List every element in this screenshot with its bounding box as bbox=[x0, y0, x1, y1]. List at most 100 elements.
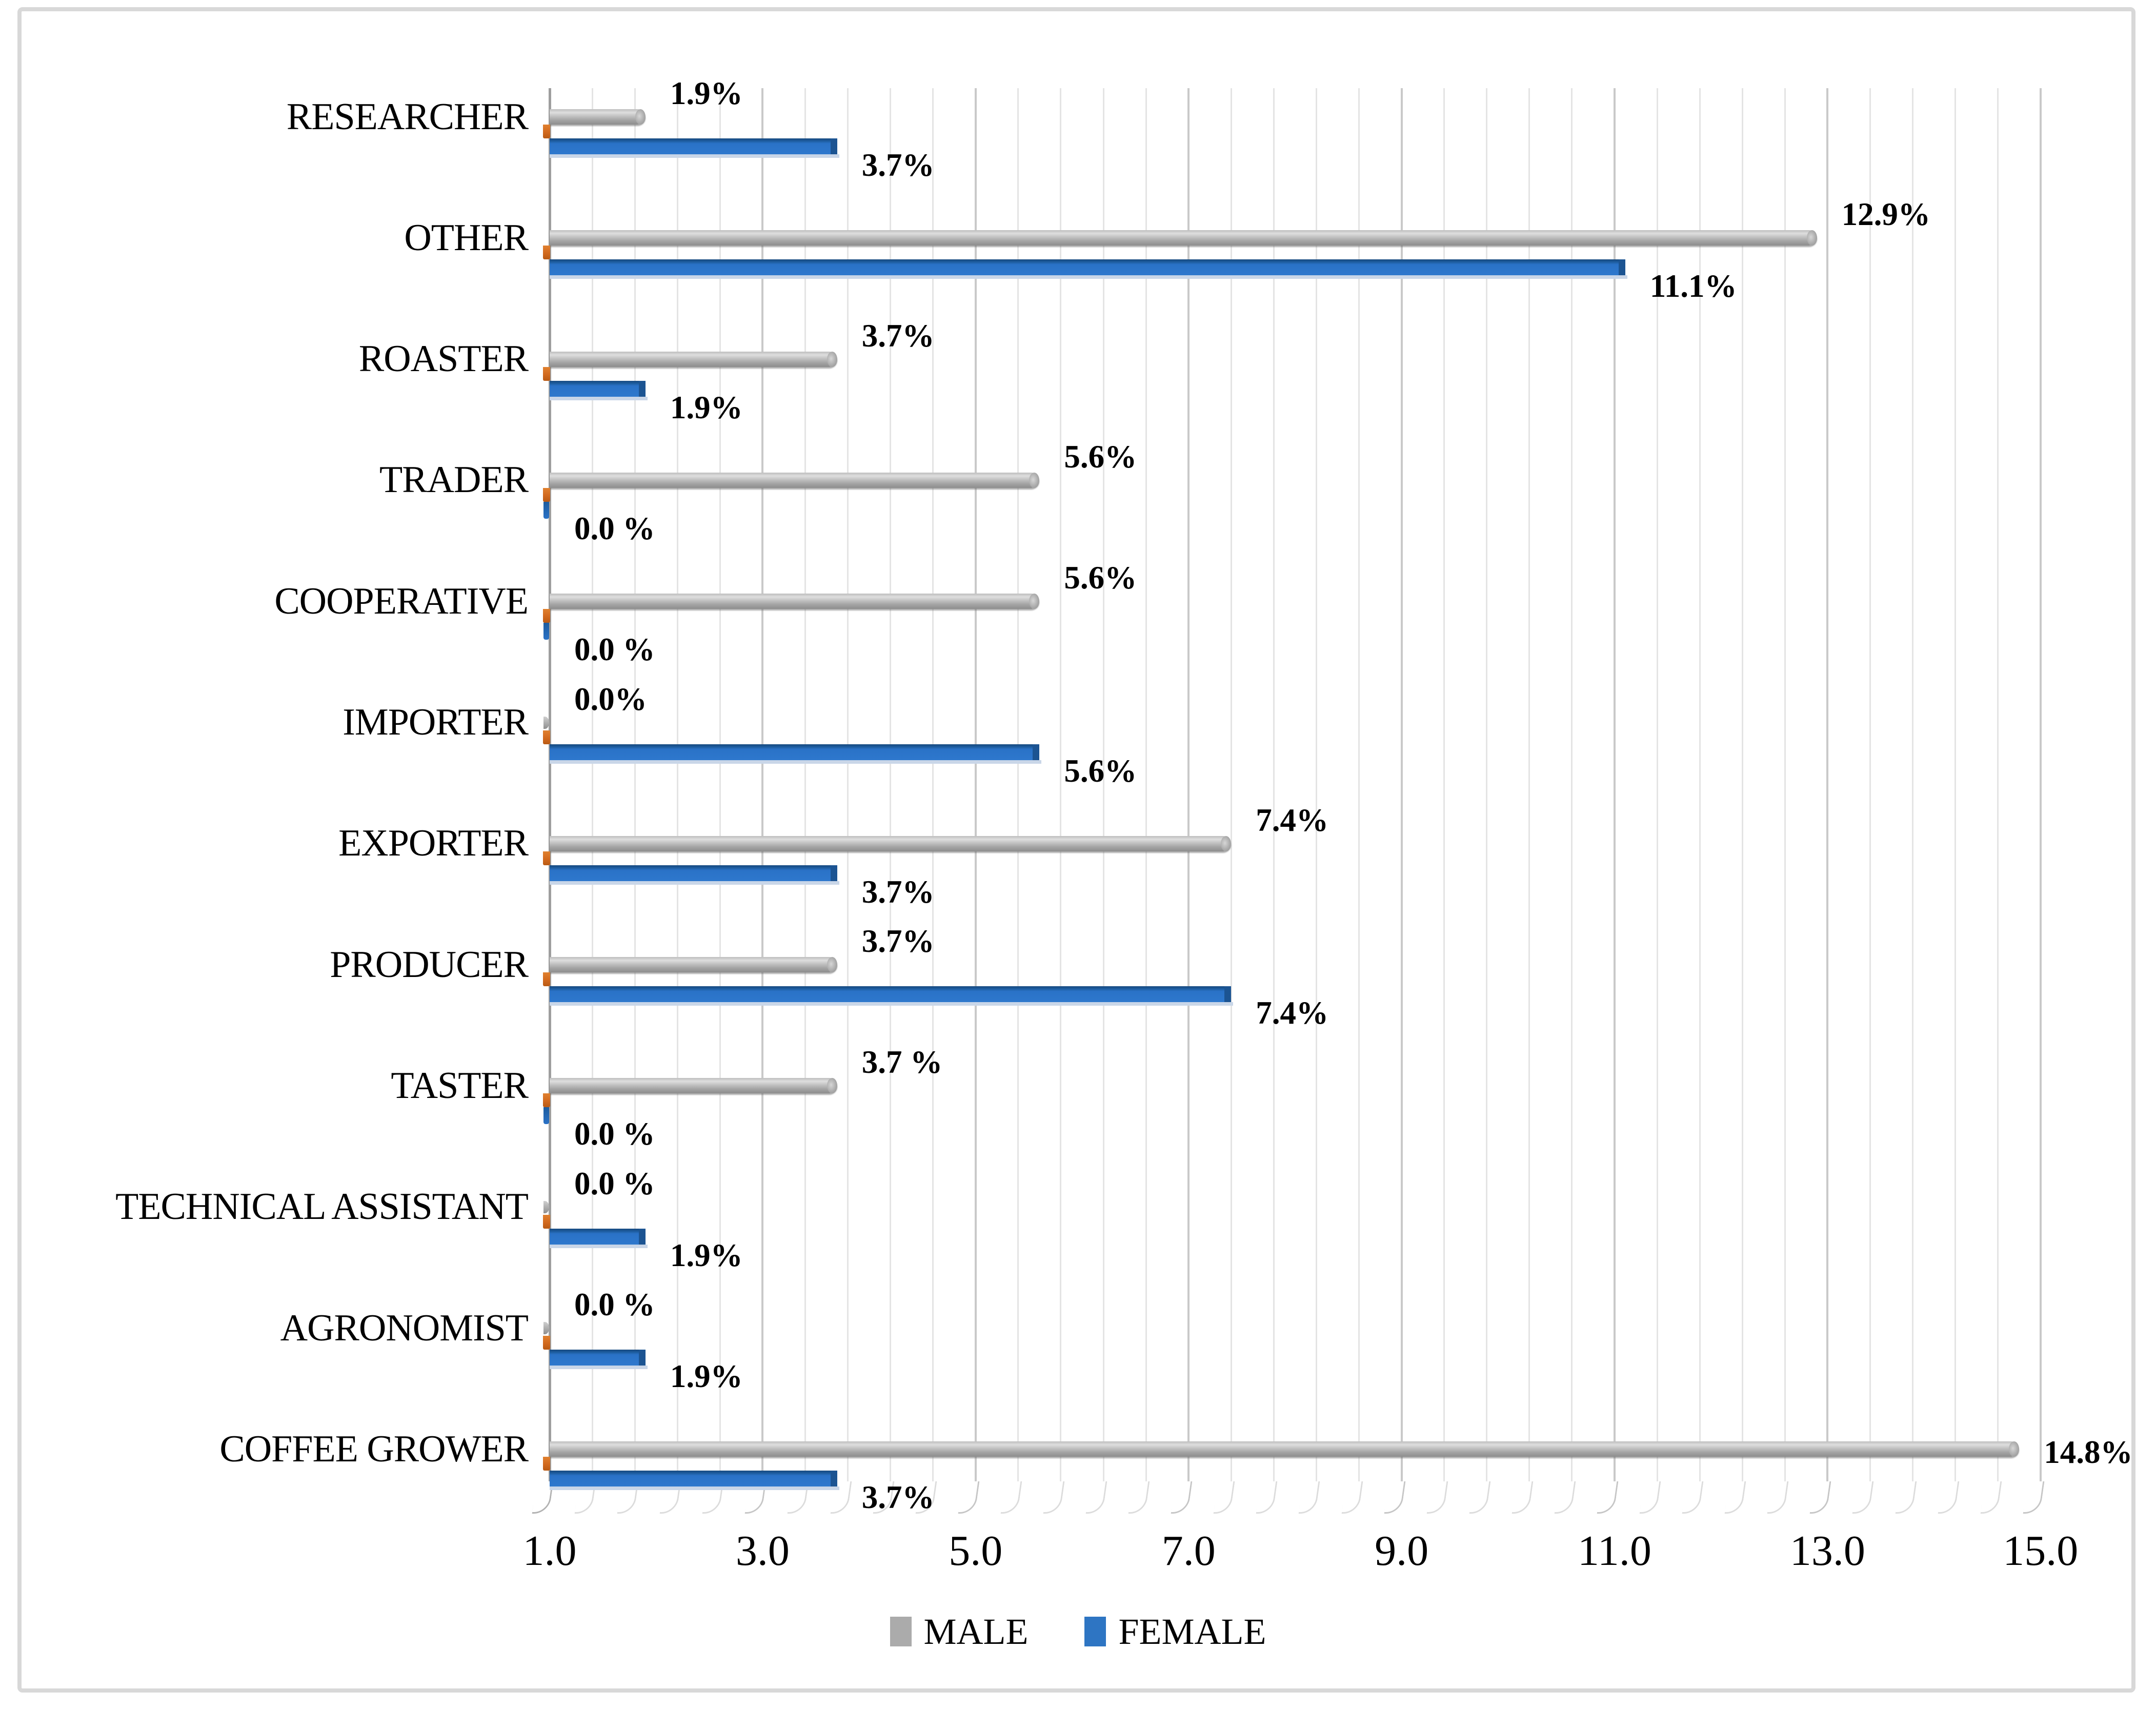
tick-hook bbox=[958, 1481, 980, 1514]
gridline bbox=[1400, 88, 1403, 1481]
female-bar bbox=[550, 986, 1232, 1003]
gridline bbox=[1187, 88, 1190, 1481]
tick-hook bbox=[1554, 1481, 1576, 1514]
male-bar bbox=[543, 716, 549, 729]
female-bar bbox=[550, 1350, 646, 1366]
female-value-label: 3.7% bbox=[861, 1479, 935, 1516]
female-bar-shadow bbox=[550, 760, 1042, 764]
male-bar bbox=[550, 1441, 2020, 1457]
category-label: AGRONOMIST bbox=[280, 1307, 529, 1349]
orange-sliver bbox=[543, 1093, 550, 1108]
female-value-label: 1.9% bbox=[670, 389, 743, 425]
orange-sliver bbox=[543, 972, 550, 987]
female-bar-facet bbox=[1618, 259, 1625, 276]
tick-hook bbox=[1938, 1481, 1960, 1514]
gridline bbox=[1869, 88, 1871, 1481]
female-bar-facet bbox=[830, 138, 837, 154]
category-label: ROASTER bbox=[358, 338, 529, 380]
category-label: TRADER bbox=[379, 459, 529, 501]
legend-male-label: MALE bbox=[923, 1611, 1029, 1652]
female-bar bbox=[543, 501, 549, 519]
female-value-label: 1.9% bbox=[670, 1358, 743, 1394]
female-bar-facet bbox=[1224, 986, 1232, 1003]
male-bar-cap bbox=[1806, 230, 1817, 246]
female-bar-shadow bbox=[550, 1002, 1234, 1006]
x-axis-label: 9.0 bbox=[1375, 1527, 1429, 1575]
legend-item-female: FEMALE bbox=[1084, 1611, 1266, 1653]
tick-hook bbox=[1000, 1481, 1022, 1514]
female-bar-shadow bbox=[550, 1244, 648, 1248]
gridline bbox=[1443, 88, 1445, 1481]
gridline bbox=[847, 88, 849, 1481]
gridline bbox=[1230, 88, 1232, 1481]
tick-hook bbox=[1043, 1481, 1065, 1514]
female-bar-facet bbox=[830, 865, 837, 881]
male-value-label: 5.6% bbox=[1064, 438, 1137, 475]
female-value-label: 3.7% bbox=[861, 147, 935, 183]
male-bar bbox=[550, 109, 646, 125]
tick-hook bbox=[1299, 1481, 1320, 1514]
x-axis-label: 1.0 bbox=[522, 1527, 577, 1575]
category-label: IMPORTER bbox=[342, 701, 529, 743]
gridline bbox=[1060, 88, 1062, 1481]
tick-hook bbox=[1171, 1481, 1193, 1514]
female-bar bbox=[550, 380, 646, 397]
male-value-label: 3.7 % bbox=[861, 1044, 943, 1081]
male-value-label: 3.7% bbox=[861, 923, 935, 960]
male-bar-cap bbox=[635, 109, 646, 125]
category-label: TECHNICAL ASSISTANT bbox=[115, 1186, 529, 1228]
tick-hook bbox=[1682, 1481, 1704, 1514]
category-label: TASTER bbox=[391, 1064, 529, 1107]
gridline bbox=[676, 88, 678, 1481]
female-bar bbox=[550, 1228, 646, 1245]
gridline bbox=[2039, 88, 2042, 1481]
male-bar bbox=[550, 472, 1040, 488]
x-axis-label: 5.0 bbox=[949, 1527, 1003, 1575]
x-axis-label: 7.0 bbox=[1161, 1527, 1216, 1575]
category-label: COOPERATIVE bbox=[274, 580, 529, 622]
tick-hook bbox=[1213, 1481, 1235, 1514]
legend: MALE FEMALE bbox=[0, 1603, 2156, 1660]
female-bar-facet bbox=[830, 1471, 837, 1487]
gridline bbox=[591, 88, 593, 1481]
male-value-label: 3.7% bbox=[861, 317, 935, 354]
male-value-label: 7.4% bbox=[1256, 802, 1329, 838]
orange-sliver bbox=[543, 1336, 550, 1350]
legend-female-label: FEMALE bbox=[1118, 1611, 1266, 1652]
female-bar bbox=[550, 138, 837, 154]
gridline bbox=[1954, 88, 1957, 1481]
tick-hook bbox=[1085, 1481, 1107, 1514]
tick-hook bbox=[1426, 1481, 1448, 1514]
tick-hook bbox=[1724, 1481, 1746, 1514]
gridline bbox=[548, 88, 551, 1481]
male-bar bbox=[543, 1322, 549, 1334]
orange-sliver bbox=[543, 246, 550, 260]
orange-sliver bbox=[543, 730, 550, 744]
female-bar bbox=[550, 259, 1625, 276]
male-value-label: 0.0 % bbox=[574, 1165, 655, 1201]
category-label: OTHER bbox=[404, 216, 529, 259]
male-bar bbox=[550, 594, 1040, 609]
male-bar bbox=[550, 1078, 837, 1094]
female-bar-shadow bbox=[550, 1486, 839, 1491]
legend-item-male: MALE bbox=[890, 1611, 1029, 1653]
female-bar-shadow bbox=[550, 154, 839, 158]
gridline bbox=[1102, 88, 1104, 1481]
tick-hook bbox=[1384, 1481, 1406, 1514]
male-value-label: 12.9% bbox=[1841, 196, 1930, 233]
tick-hook bbox=[1341, 1481, 1363, 1514]
male-value-label: 0.0 % bbox=[574, 1287, 655, 1322]
male-value-label: 0.0% bbox=[574, 681, 647, 717]
legend-male-swatch bbox=[890, 1617, 912, 1646]
gridline bbox=[974, 88, 977, 1481]
female-bar-shadow bbox=[550, 881, 839, 885]
female-value-label: 11.1% bbox=[1649, 268, 1737, 304]
gridline bbox=[1315, 88, 1317, 1481]
male-bar-cap bbox=[827, 1078, 837, 1094]
tick-hook bbox=[2023, 1481, 2045, 1514]
gridline bbox=[1997, 88, 1999, 1481]
gridline bbox=[761, 88, 764, 1481]
orange-sliver bbox=[543, 609, 550, 623]
gridline bbox=[804, 88, 806, 1481]
orange-sliver bbox=[543, 487, 550, 502]
